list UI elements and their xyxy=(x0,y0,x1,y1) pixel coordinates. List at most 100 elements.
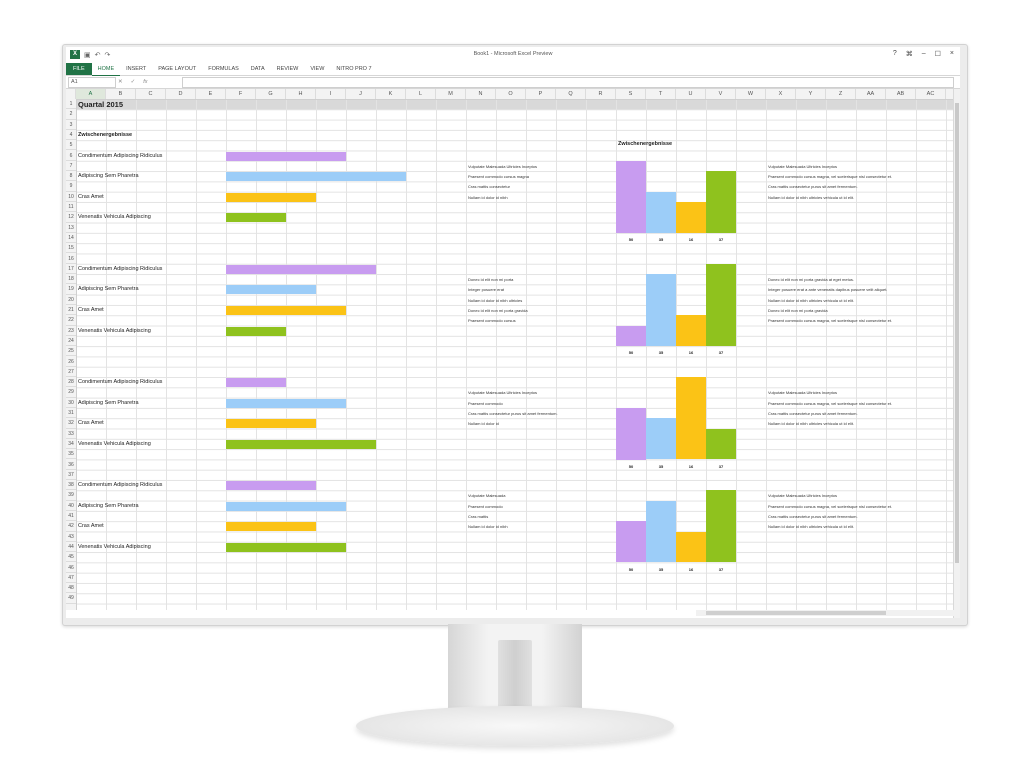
row-header-1[interactable]: 1 xyxy=(66,99,76,110)
column-header-Z[interactable]: Z xyxy=(826,89,856,99)
column-header-Y[interactable]: Y xyxy=(796,89,826,99)
row-header-39[interactable]: 39 xyxy=(66,490,76,501)
row-header-37[interactable]: 37 xyxy=(66,470,76,481)
row-header-30[interactable]: 30 xyxy=(66,398,76,408)
row-header-15[interactable]: 15 xyxy=(66,243,76,254)
column-header-J[interactable]: J xyxy=(346,89,376,99)
row-header-8[interactable]: 8 xyxy=(66,171,76,182)
row-header-32[interactable]: 32 xyxy=(66,418,76,429)
row-header-10[interactable]: 10 xyxy=(66,192,76,202)
column-header-W[interactable]: W xyxy=(736,89,766,99)
window-control-0[interactable]: ? xyxy=(892,50,897,57)
column-header-B[interactable]: B xyxy=(106,89,136,99)
cancel-icon[interactable]: ✕ xyxy=(118,79,123,85)
column-header-A[interactable]: A xyxy=(76,89,106,99)
column-header-V[interactable]: V xyxy=(706,89,736,99)
row-header-31[interactable]: 31 xyxy=(66,408,76,419)
row-header-5[interactable]: 5 xyxy=(66,140,76,151)
save-icon[interactable]: ▣ xyxy=(84,51,91,59)
row-header-41[interactable]: 41 xyxy=(66,511,76,522)
row-header-2[interactable]: 2 xyxy=(66,109,76,120)
row-header-24[interactable]: 24 xyxy=(66,336,76,347)
column-header-R[interactable]: R xyxy=(586,89,616,99)
row-header-47[interactable]: 47 xyxy=(66,573,76,584)
tab-home[interactable]: HOME xyxy=(91,63,121,76)
row-header-45[interactable]: 45 xyxy=(66,552,76,563)
cell-grid[interactable] xyxy=(76,99,956,610)
row-header-43[interactable]: 43 xyxy=(66,532,76,542)
row-header-22[interactable]: 22 xyxy=(66,315,76,326)
row-header-16[interactable]: 16 xyxy=(66,254,76,264)
redo-icon[interactable]: ↷ xyxy=(104,51,111,59)
column-header-P[interactable]: P xyxy=(526,89,556,99)
vertical-scrollbar[interactable] xyxy=(953,89,960,618)
column-header-L[interactable]: L xyxy=(406,89,436,99)
column-header-F[interactable]: F xyxy=(226,89,256,99)
row-header-14[interactable]: 14 xyxy=(66,233,76,244)
row-header-9[interactable]: 9 xyxy=(66,181,76,192)
row-header-7[interactable]: 7 xyxy=(66,161,76,172)
row-header-25[interactable]: 25 xyxy=(66,346,76,357)
window-control-4[interactable]: × xyxy=(949,50,954,57)
row-header-21[interactable]: 21 xyxy=(66,305,76,316)
undo-icon[interactable]: ↶ xyxy=(94,51,101,59)
column-header-O[interactable]: O xyxy=(496,89,526,99)
tab-review[interactable]: REVIEW xyxy=(276,66,299,72)
tab-nitro-pro-7[interactable]: NITRO PRO 7 xyxy=(336,66,372,72)
confirm-icon[interactable]: ✓ xyxy=(130,79,136,85)
column-header-E[interactable]: E xyxy=(196,89,226,99)
row-header-48[interactable]: 48 xyxy=(66,583,76,594)
row-header-18[interactable]: 18 xyxy=(66,274,76,285)
row-header-46[interactable]: 46 xyxy=(66,563,76,573)
row-header-3[interactable]: 3 xyxy=(66,120,76,130)
tab-file[interactable]: FILE xyxy=(66,63,92,75)
select-all-corner[interactable] xyxy=(66,89,76,99)
column-header-H[interactable]: H xyxy=(286,89,316,99)
column-header-I[interactable]: I xyxy=(316,89,346,99)
row-header-4[interactable]: 4 xyxy=(66,130,76,141)
formula-input[interactable] xyxy=(182,77,954,88)
row-header-35[interactable]: 35 xyxy=(66,449,76,460)
column-header-T[interactable]: T xyxy=(646,89,676,99)
row-header-28[interactable]: 28 xyxy=(66,377,76,388)
column-header-U[interactable]: U xyxy=(676,89,706,99)
column-header-Q[interactable]: Q xyxy=(556,89,586,99)
fx-icon[interactable]: fx xyxy=(143,79,148,85)
row-header-17[interactable]: 17 xyxy=(66,264,76,275)
row-header-42[interactable]: 42 xyxy=(66,521,76,532)
column-header-N[interactable]: N xyxy=(466,89,496,99)
column-header-AB[interactable]: AB xyxy=(886,89,916,99)
tab-view[interactable]: VIEW xyxy=(310,66,325,72)
row-header-11[interactable]: 11 xyxy=(66,202,76,213)
row-header-40[interactable]: 40 xyxy=(66,501,76,511)
column-header-C[interactable]: C xyxy=(136,89,166,99)
row-header-23[interactable]: 23 xyxy=(66,326,76,336)
row-header-29[interactable]: 29 xyxy=(66,387,76,398)
row-header-27[interactable]: 27 xyxy=(66,367,76,378)
column-header-X[interactable]: X xyxy=(766,89,796,99)
row-header-38[interactable]: 38 xyxy=(66,480,76,491)
row-header-49[interactable]: 49 xyxy=(66,593,76,604)
tab-page-layout[interactable]: PAGE LAYOUT xyxy=(158,66,197,72)
row-header-44[interactable]: 44 xyxy=(66,542,76,553)
window-control-3[interactable]: ☐ xyxy=(934,51,941,58)
column-header-AC[interactable]: AC xyxy=(916,89,946,99)
row-header-20[interactable]: 20 xyxy=(66,295,76,305)
column-header-G[interactable]: G xyxy=(256,89,286,99)
column-header-D[interactable]: D xyxy=(166,89,196,99)
column-header-AA[interactable]: AA xyxy=(856,89,886,99)
column-header-M[interactable]: M xyxy=(436,89,466,99)
vertical-scroll-thumb[interactable] xyxy=(955,103,959,563)
horizontal-scrollbar[interactable] xyxy=(696,610,954,616)
window-control-2[interactable]: – xyxy=(921,50,926,57)
row-header-6[interactable]: 6 xyxy=(66,151,76,161)
row-header-12[interactable]: 12 xyxy=(66,212,76,223)
row-header-33[interactable]: 33 xyxy=(66,429,76,439)
row-header-19[interactable]: 19 xyxy=(66,284,76,295)
window-control-1[interactable]: ⌘ xyxy=(905,51,913,58)
row-header-34[interactable]: 34 xyxy=(66,439,76,450)
tab-data[interactable]: DATA xyxy=(250,66,265,72)
column-header-K[interactable]: K xyxy=(376,89,406,99)
column-header-S[interactable]: S xyxy=(616,89,646,99)
